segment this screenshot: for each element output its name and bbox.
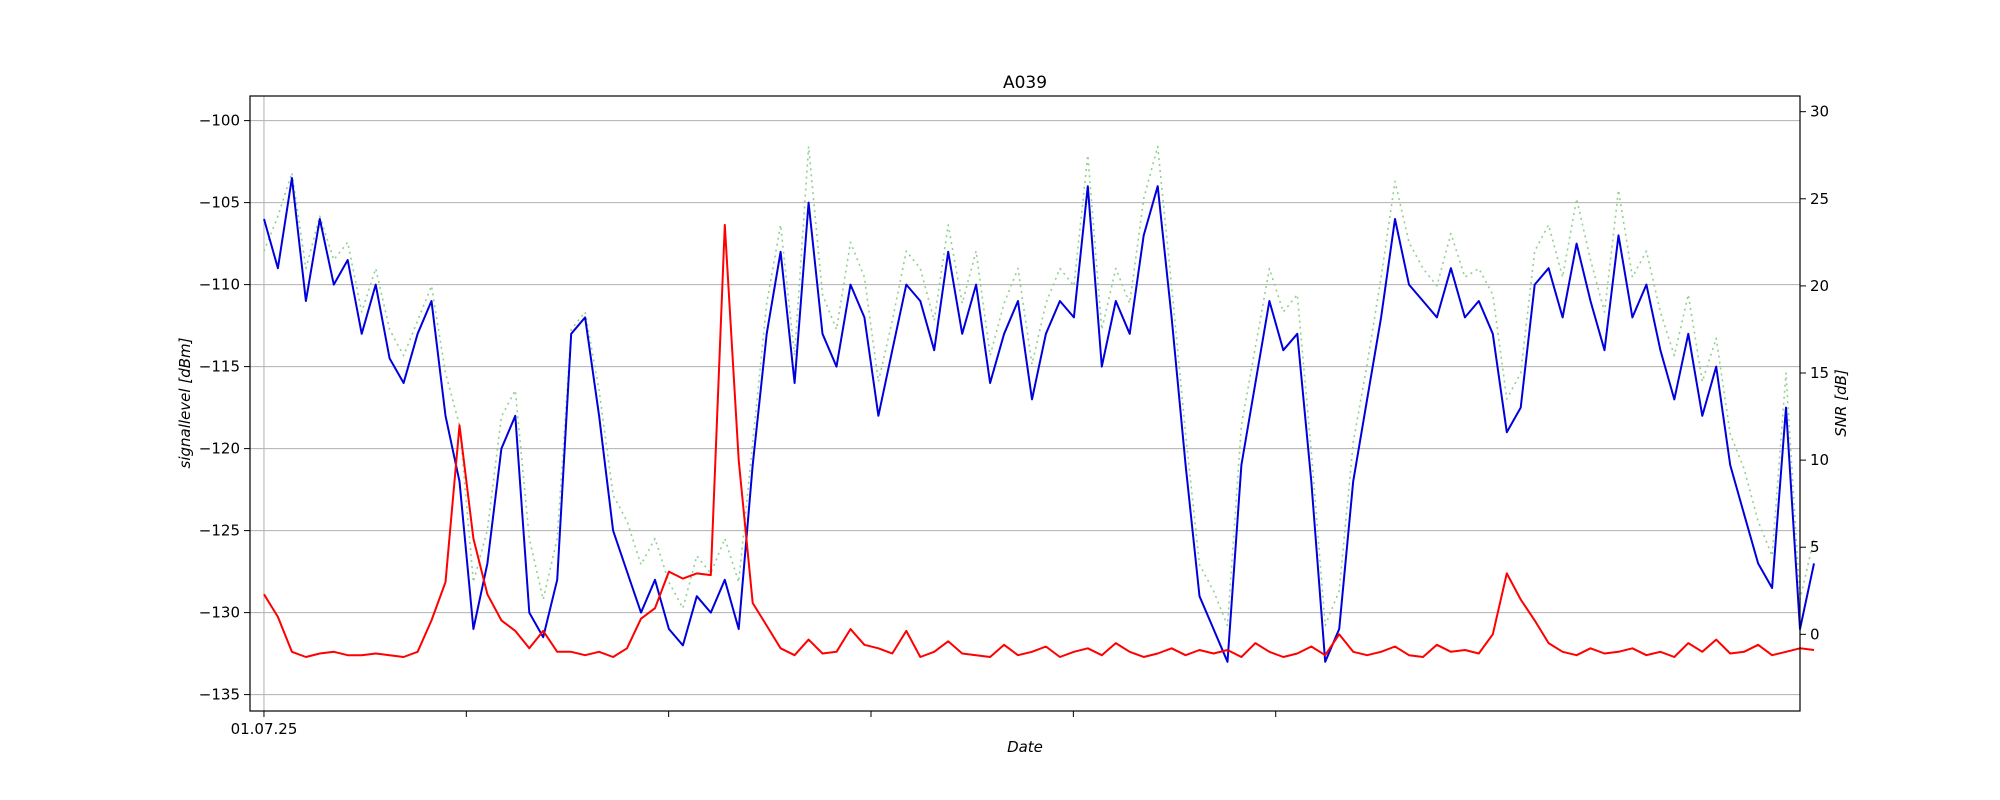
series-line-snr bbox=[263, 223, 1815, 658]
right-tick-label: 0 bbox=[1810, 625, 1820, 643]
x-axis: 01.07.25 bbox=[231, 711, 1277, 738]
right-axis-title: SNR [dB] bbox=[1832, 369, 1850, 437]
right-tick-label: 20 bbox=[1810, 277, 1829, 295]
right-y-axis: 0 5 10 15 20 25 30 bbox=[1800, 103, 1829, 643]
left-tick-label: −130 bbox=[199, 604, 240, 622]
right-tick-label: 25 bbox=[1810, 190, 1829, 208]
left-tick-label: −125 bbox=[199, 522, 240, 540]
series-line-signal bbox=[263, 177, 1815, 663]
series-line-reference bbox=[263, 145, 1815, 627]
left-tick-label: −100 bbox=[199, 112, 240, 130]
left-y-axis: −100 −105 −110 −115 −120 −125 −130 −135 bbox=[199, 112, 250, 704]
left-tick-label: −135 bbox=[199, 686, 240, 704]
series-layer bbox=[263, 145, 1815, 663]
left-tick-label: −110 bbox=[199, 276, 240, 294]
left-tick-label: −115 bbox=[199, 358, 240, 376]
right-tick-label: 5 bbox=[1810, 538, 1820, 556]
right-tick-label: 10 bbox=[1810, 451, 1829, 469]
grid bbox=[250, 96, 1800, 711]
left-tick-label: −105 bbox=[199, 194, 240, 212]
x-tick-label: 01.07.25 bbox=[231, 720, 298, 738]
right-tick-label: 30 bbox=[1810, 103, 1829, 121]
right-tick-label: 15 bbox=[1810, 364, 1829, 382]
x-axis-title: Date bbox=[1007, 738, 1043, 756]
chart-title: A039 bbox=[1003, 73, 1047, 93]
left-tick-label: −120 bbox=[199, 440, 240, 458]
plot-frame bbox=[249, 95, 1801, 712]
left-axis-title: signallevel [dBm] bbox=[176, 337, 194, 468]
